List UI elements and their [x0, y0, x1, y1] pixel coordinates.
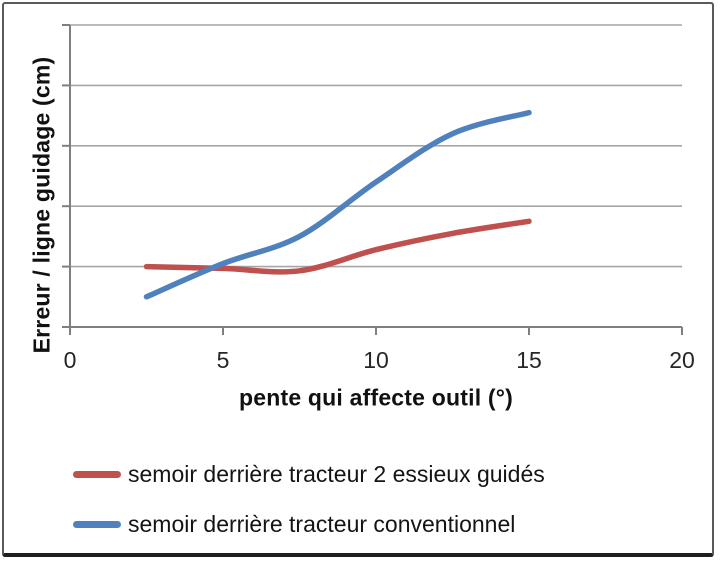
legend-swatch-blue-line-icon: [73, 521, 121, 528]
x-tick-label: 20: [669, 347, 695, 373]
series-line-0: [143, 218, 532, 275]
legend: semoir derrière tracteur 2 essieux guidé…: [73, 458, 545, 541]
x-tick-label: 10: [363, 347, 389, 373]
y-axis-title: Erreur / ligne guidage (cm): [28, 56, 55, 354]
x-axis-title: pente qui affecte outil (°): [239, 384, 513, 411]
legend-item-conventional: semoir derrière tracteur conventionnel: [73, 508, 545, 541]
chart-frame: [2, 2, 714, 557]
legend-swatch-red-line-icon: [73, 471, 121, 478]
legend-item-guided-axles: semoir derrière tracteur 2 essieux guidé…: [73, 458, 545, 491]
x-tick-label: 0: [63, 347, 77, 373]
legend-label: semoir derrière tracteur conventionnel: [128, 511, 516, 537]
x-tick-label: 15: [516, 347, 542, 373]
legend-label: semoir derrière tracteur 2 essieux guidé…: [128, 461, 545, 487]
series-line-1: [143, 109, 532, 300]
x-tick-label: 5: [216, 347, 230, 373]
